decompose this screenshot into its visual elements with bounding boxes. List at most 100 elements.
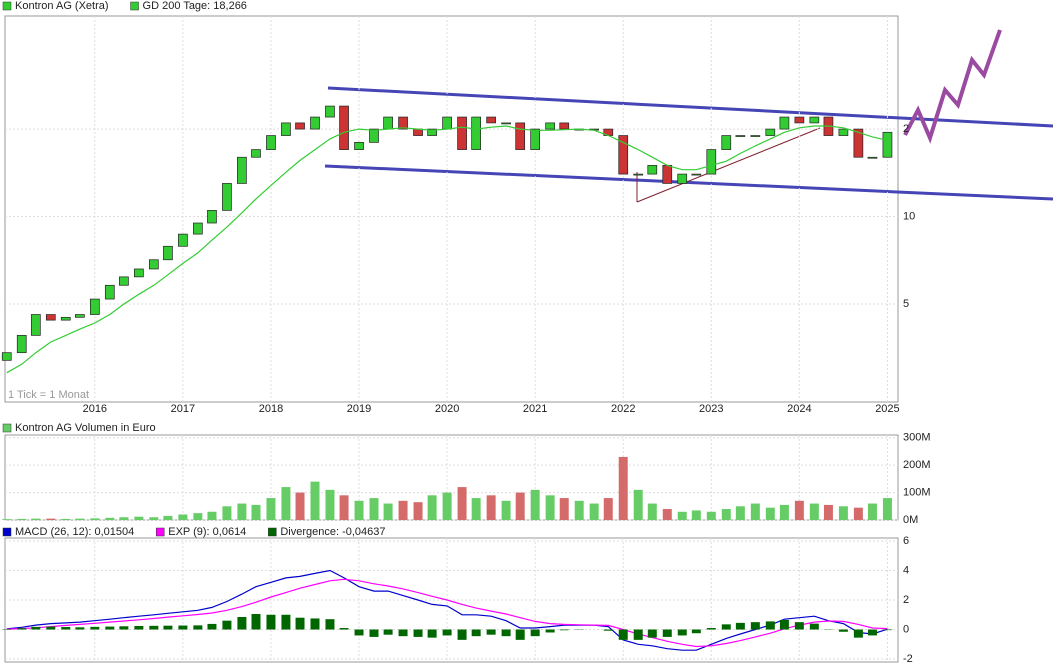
bar [603, 629, 613, 631]
bar [779, 619, 789, 630]
bar [618, 629, 628, 640]
bar [501, 500, 511, 520]
bar [867, 503, 877, 520]
bar [178, 625, 188, 630]
candle [30, 314, 41, 336]
legend-label: Kontron AG (Xetra) [15, 0, 109, 12]
legend-label: Divergence: -0,04637 [280, 526, 385, 538]
line [6, 569, 888, 651]
x-tick-label: 2021 [523, 403, 547, 415]
x-tick-label: 2023 [699, 403, 723, 415]
bar [266, 614, 276, 630]
bar [119, 626, 129, 630]
bar [207, 623, 217, 630]
bar [149, 625, 159, 630]
candle [691, 173, 702, 176]
bar [427, 495, 437, 520]
bar [867, 629, 877, 636]
candle [16, 335, 27, 354]
bar [75, 518, 85, 520]
candle [89, 298, 100, 315]
candle [721, 135, 732, 150]
forecast-arrow [903, 29, 1002, 144]
bar [222, 506, 232, 520]
bar [457, 487, 467, 520]
candle [369, 128, 379, 143]
bar [691, 629, 701, 634]
candle [559, 122, 570, 130]
bar [838, 506, 848, 520]
candle [501, 122, 511, 125]
bar [105, 517, 115, 520]
y-tick-label: 100M [903, 486, 931, 498]
candle [427, 128, 437, 136]
candle [60, 316, 71, 321]
bar [545, 629, 555, 633]
y-tick-label: -2 [903, 653, 913, 665]
y-tick-label: 6 [903, 535, 909, 547]
bar [530, 489, 540, 520]
candle [354, 142, 364, 150]
candle [750, 135, 761, 137]
bar [163, 625, 173, 630]
x-tick-label: 2024 [787, 403, 811, 415]
bar [662, 629, 672, 637]
bar [17, 518, 27, 520]
y-tick-label: 200M [903, 459, 931, 471]
bar [281, 614, 291, 630]
y-tick-label: 5 [903, 298, 909, 310]
candle [119, 276, 129, 286]
x-tick-label: 2017 [171, 403, 195, 415]
bar [310, 481, 320, 520]
candle [633, 173, 644, 176]
bar [31, 626, 41, 630]
y-tick-label: 300M [903, 432, 931, 444]
bar [354, 629, 364, 636]
bar [794, 622, 804, 630]
bar [501, 629, 511, 637]
bar [574, 500, 584, 520]
bar [383, 503, 393, 520]
candle [677, 173, 688, 184]
bar [237, 503, 247, 520]
x-tick-label: 2018 [259, 403, 283, 415]
bar [633, 629, 643, 640]
legend-swatch [155, 527, 165, 537]
bar [486, 495, 496, 520]
candle [867, 156, 878, 159]
bar [427, 629, 437, 638]
bar [442, 629, 452, 636]
bar [530, 629, 540, 637]
candle [515, 122, 526, 150]
bar [17, 628, 27, 630]
bar [486, 629, 496, 635]
candle [779, 116, 790, 130]
candle [45, 314, 56, 321]
bar [515, 629, 525, 640]
bar [779, 504, 789, 520]
candle [295, 122, 305, 130]
bar [90, 626, 100, 630]
candle [647, 165, 658, 175]
bar [809, 623, 819, 630]
bar [882, 498, 892, 520]
bar [310, 618, 320, 630]
bar [413, 629, 423, 637]
candle [148, 259, 159, 270]
legend-swatch [268, 527, 277, 537]
legend-label: MACD (26, 12): 0,01504 [15, 526, 134, 538]
bar [193, 513, 203, 520]
bar [853, 507, 863, 520]
bar [750, 622, 760, 630]
candle [853, 128, 864, 158]
bar [105, 626, 115, 630]
bar [339, 628, 349, 630]
legend-label: GD 200 Tage: 18,266 [143, 0, 247, 12]
bar [193, 625, 203, 630]
bar [559, 498, 569, 520]
bar [207, 511, 217, 520]
candle [765, 128, 776, 136]
candle [809, 116, 820, 124]
bar [677, 629, 687, 636]
